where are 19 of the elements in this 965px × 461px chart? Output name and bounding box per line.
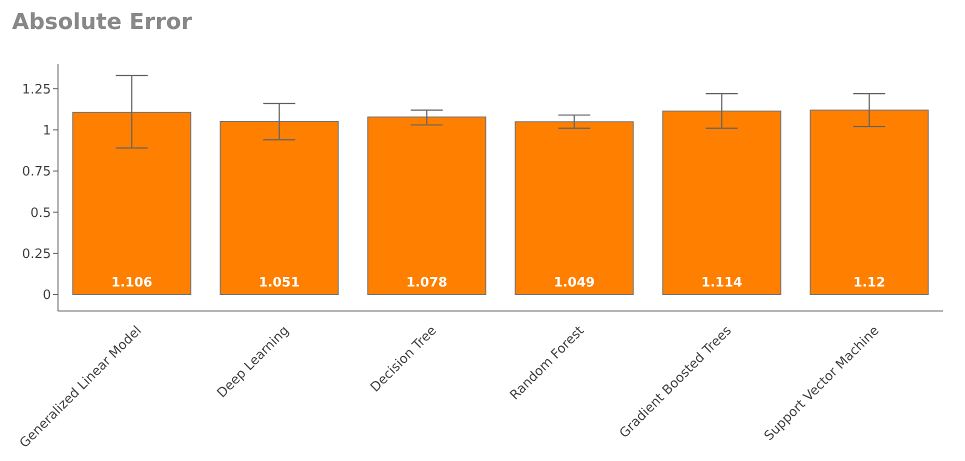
bar	[220, 120, 339, 296]
y-tick-label: 0.25	[22, 246, 51, 262]
y-tick-label: 1.25	[22, 82, 51, 98]
y-tick-label: 0.75	[22, 164, 51, 180]
bar	[72, 112, 192, 296]
chart-title: Absolute Error	[11, 9, 193, 37]
data-label: 1.078	[406, 276, 448, 291]
y-tick-label: 0	[42, 288, 51, 304]
bar	[662, 110, 782, 296]
data-label: 1.049	[554, 276, 595, 291]
data-label: 1.106	[111, 276, 152, 291]
data-label: 1.12	[853, 276, 886, 291]
bar	[810, 110, 929, 296]
bar	[514, 121, 634, 296]
data-label: 1.114	[701, 276, 742, 291]
y-tick-label: 0.5	[30, 206, 51, 221]
data-label: 1.051	[258, 276, 300, 291]
bar	[367, 116, 486, 296]
y-tick-label: 1	[42, 123, 51, 138]
